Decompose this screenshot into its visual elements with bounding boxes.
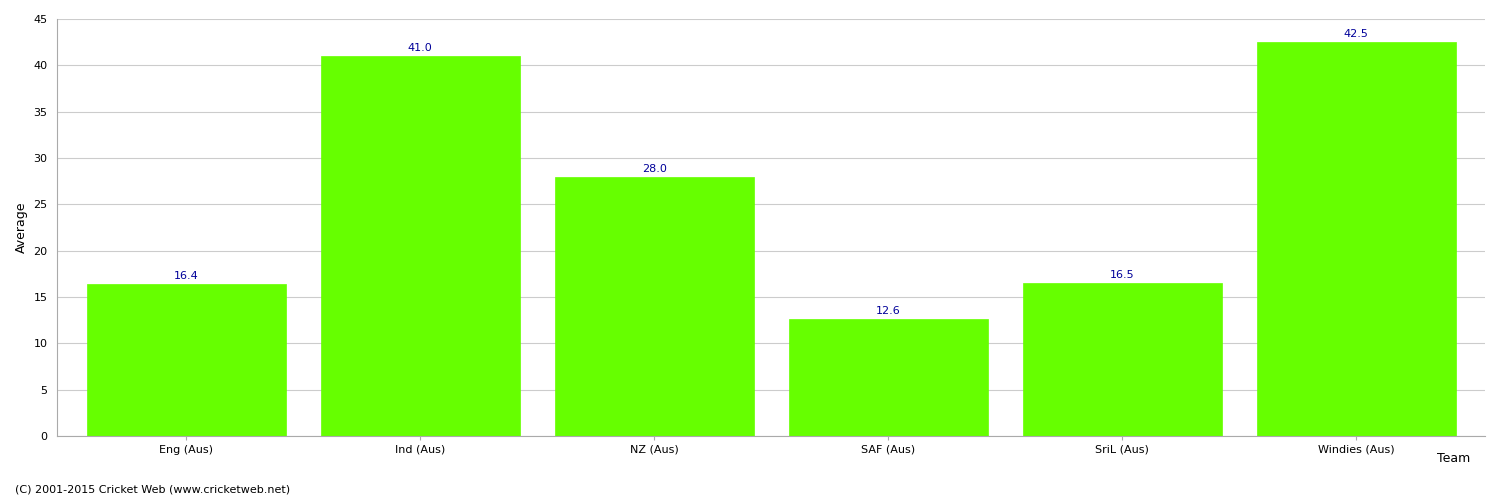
Y-axis label: Average: Average bbox=[15, 202, 28, 253]
Text: 12.6: 12.6 bbox=[876, 306, 900, 316]
Text: (C) 2001-2015 Cricket Web (www.cricketweb.net): (C) 2001-2015 Cricket Web (www.cricketwe… bbox=[15, 485, 290, 495]
Text: 16.4: 16.4 bbox=[174, 271, 198, 281]
Text: 28.0: 28.0 bbox=[642, 164, 666, 173]
Bar bbox=[1023, 283, 1221, 436]
Text: 41.0: 41.0 bbox=[408, 44, 432, 54]
Bar bbox=[321, 56, 519, 436]
Text: 42.5: 42.5 bbox=[1344, 30, 1368, 40]
Bar bbox=[1257, 42, 1455, 436]
Text: Team: Team bbox=[1437, 452, 1470, 465]
Bar bbox=[789, 319, 987, 436]
Text: 16.5: 16.5 bbox=[1110, 270, 1134, 280]
Bar bbox=[555, 176, 753, 436]
Bar bbox=[87, 284, 285, 436]
